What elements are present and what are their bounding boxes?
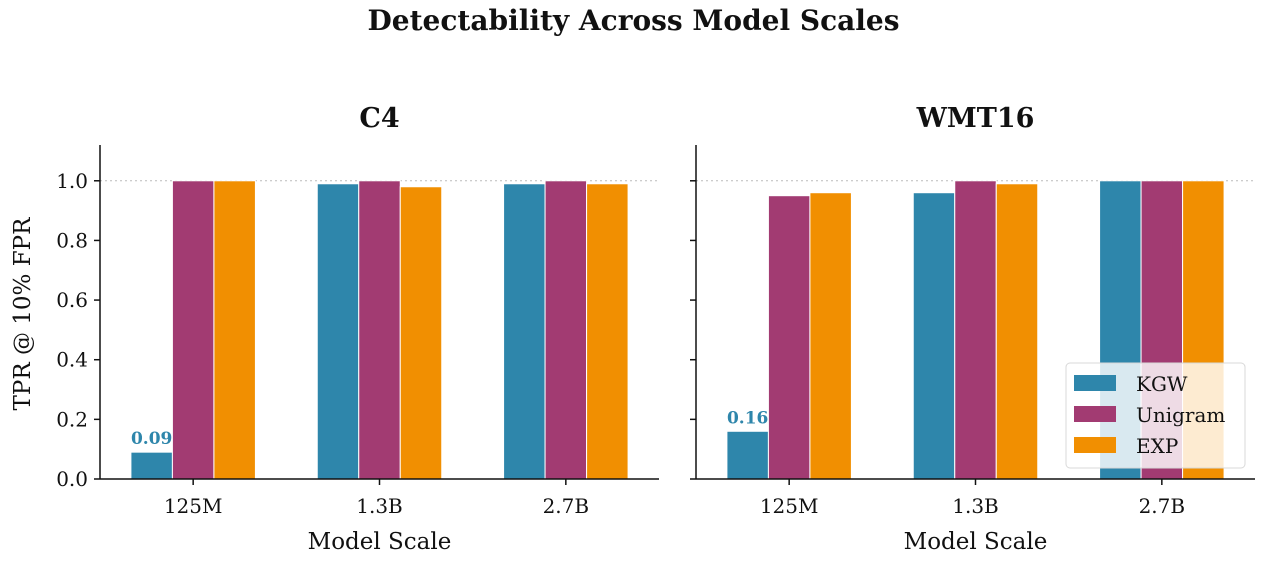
legend-label: Unigram [1136,403,1225,427]
x-tick-label: 125M [760,494,819,518]
y-tick-label: 0.2 [56,407,88,431]
y-tick-label: 0.8 [56,228,88,252]
x-axis-label: Model Scale [904,529,1048,555]
data-label: 0.09 [131,429,172,449]
x-axis-label: Model Scale [308,529,452,555]
legend-swatch-kgw [1074,375,1116,391]
y-tick-label: 0.6 [56,288,88,312]
bar-unigram-1-3b [954,180,997,480]
legend: KGW Unigram EXP [1065,362,1246,469]
x-tick-label: 2.7B [1139,494,1186,518]
bar-kgw-1-3b [912,192,956,480]
bar-unigram-2-7b [544,180,588,480]
legend-swatch-unigram [1074,406,1116,422]
bar-kgw-125m [726,430,769,480]
data-label: 0.16 [727,408,768,428]
chart-panel-1: WMT16 0.16 125M 1.3B 2.7B Model Scale KGW Unigr… [690,103,1255,555]
y-tick-label: 0.4 [56,348,88,372]
bar-exp-1-3b [995,183,1039,480]
x-tick-label: 2.7B [543,494,590,518]
chart-panel-0: C4 0.09 0.0 0.2 0.4 0.6 0.8 1.0 125M 1.3B 2.7B Mode… [10,103,659,555]
bar-exp-1-3b [399,186,443,480]
bar-kgw-2-7b [503,183,546,480]
x-tick-label: 1.3B [952,494,999,518]
bar-kgw-1-3b [316,183,360,480]
bar-exp-2-7b [586,183,629,480]
y-tick-label: 0.0 [56,467,88,491]
panel-title: WMT16 [916,103,1035,134]
y-tick-label: 1.0 [56,169,88,193]
x-tick-label: 1.3B [356,494,403,518]
x-tick-label: 125M [164,494,223,518]
panel-title: C4 [359,103,399,134]
bar-unigram-1-3b [358,180,401,480]
bar-exp-125m [809,192,852,480]
bar-unigram-125m [767,195,811,480]
legend-label: KGW [1136,372,1188,396]
y-axis-label: TPR @ 10% FPR [10,217,36,411]
figure-title: Detectability Across Model Scales [367,4,900,37]
bar-unigram-125m [171,180,215,480]
legend-label: EXP [1136,434,1178,458]
bar-kgw-125m [130,451,173,480]
legend-swatch-exp [1074,437,1116,453]
bar-exp-125m [213,180,256,480]
